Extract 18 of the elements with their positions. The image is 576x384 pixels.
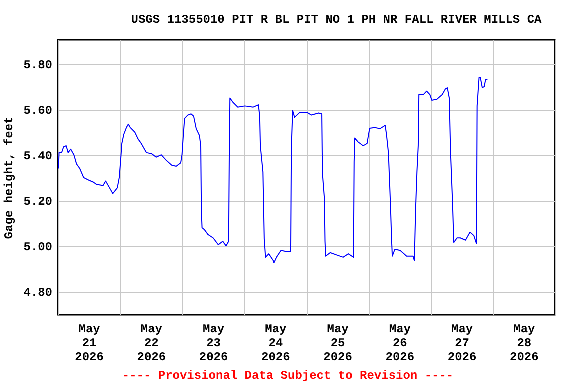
x-tick-label: May 26 2026	[386, 322, 415, 364]
y-tick-label: 5.20	[24, 195, 52, 210]
y-tick-label: 5.40	[24, 150, 52, 164]
x-tick-label: May 23 2026	[199, 322, 228, 364]
x-tick-label: May 22 2026	[137, 322, 166, 364]
line-series	[58, 77, 488, 264]
y-tick-label: 5.60	[24, 104, 52, 118]
text: ---- Provisional Data Subject to Revision ----	[122, 369, 454, 383]
chart-title: USGS 11355010 PIT R BL PIT NO 1 PH NR FALL RIVER MILLS CA	[131, 13, 543, 27]
y-tick-label: 5.80	[24, 58, 52, 73]
x-tick-label: May 28 2026	[510, 322, 539, 364]
x-tick-label: May 21 2026	[75, 322, 104, 364]
y-axis-title: Gage height, feet	[2, 116, 17, 240]
x-tick-label: May 24 2026	[262, 322, 290, 364]
y-tick-label: 5.00	[24, 240, 52, 255]
x-tick-label: May 25 2026	[324, 322, 352, 364]
x-tick-label: May 27 2026	[448, 322, 477, 364]
y-tick-label: 4.80	[24, 286, 52, 300]
